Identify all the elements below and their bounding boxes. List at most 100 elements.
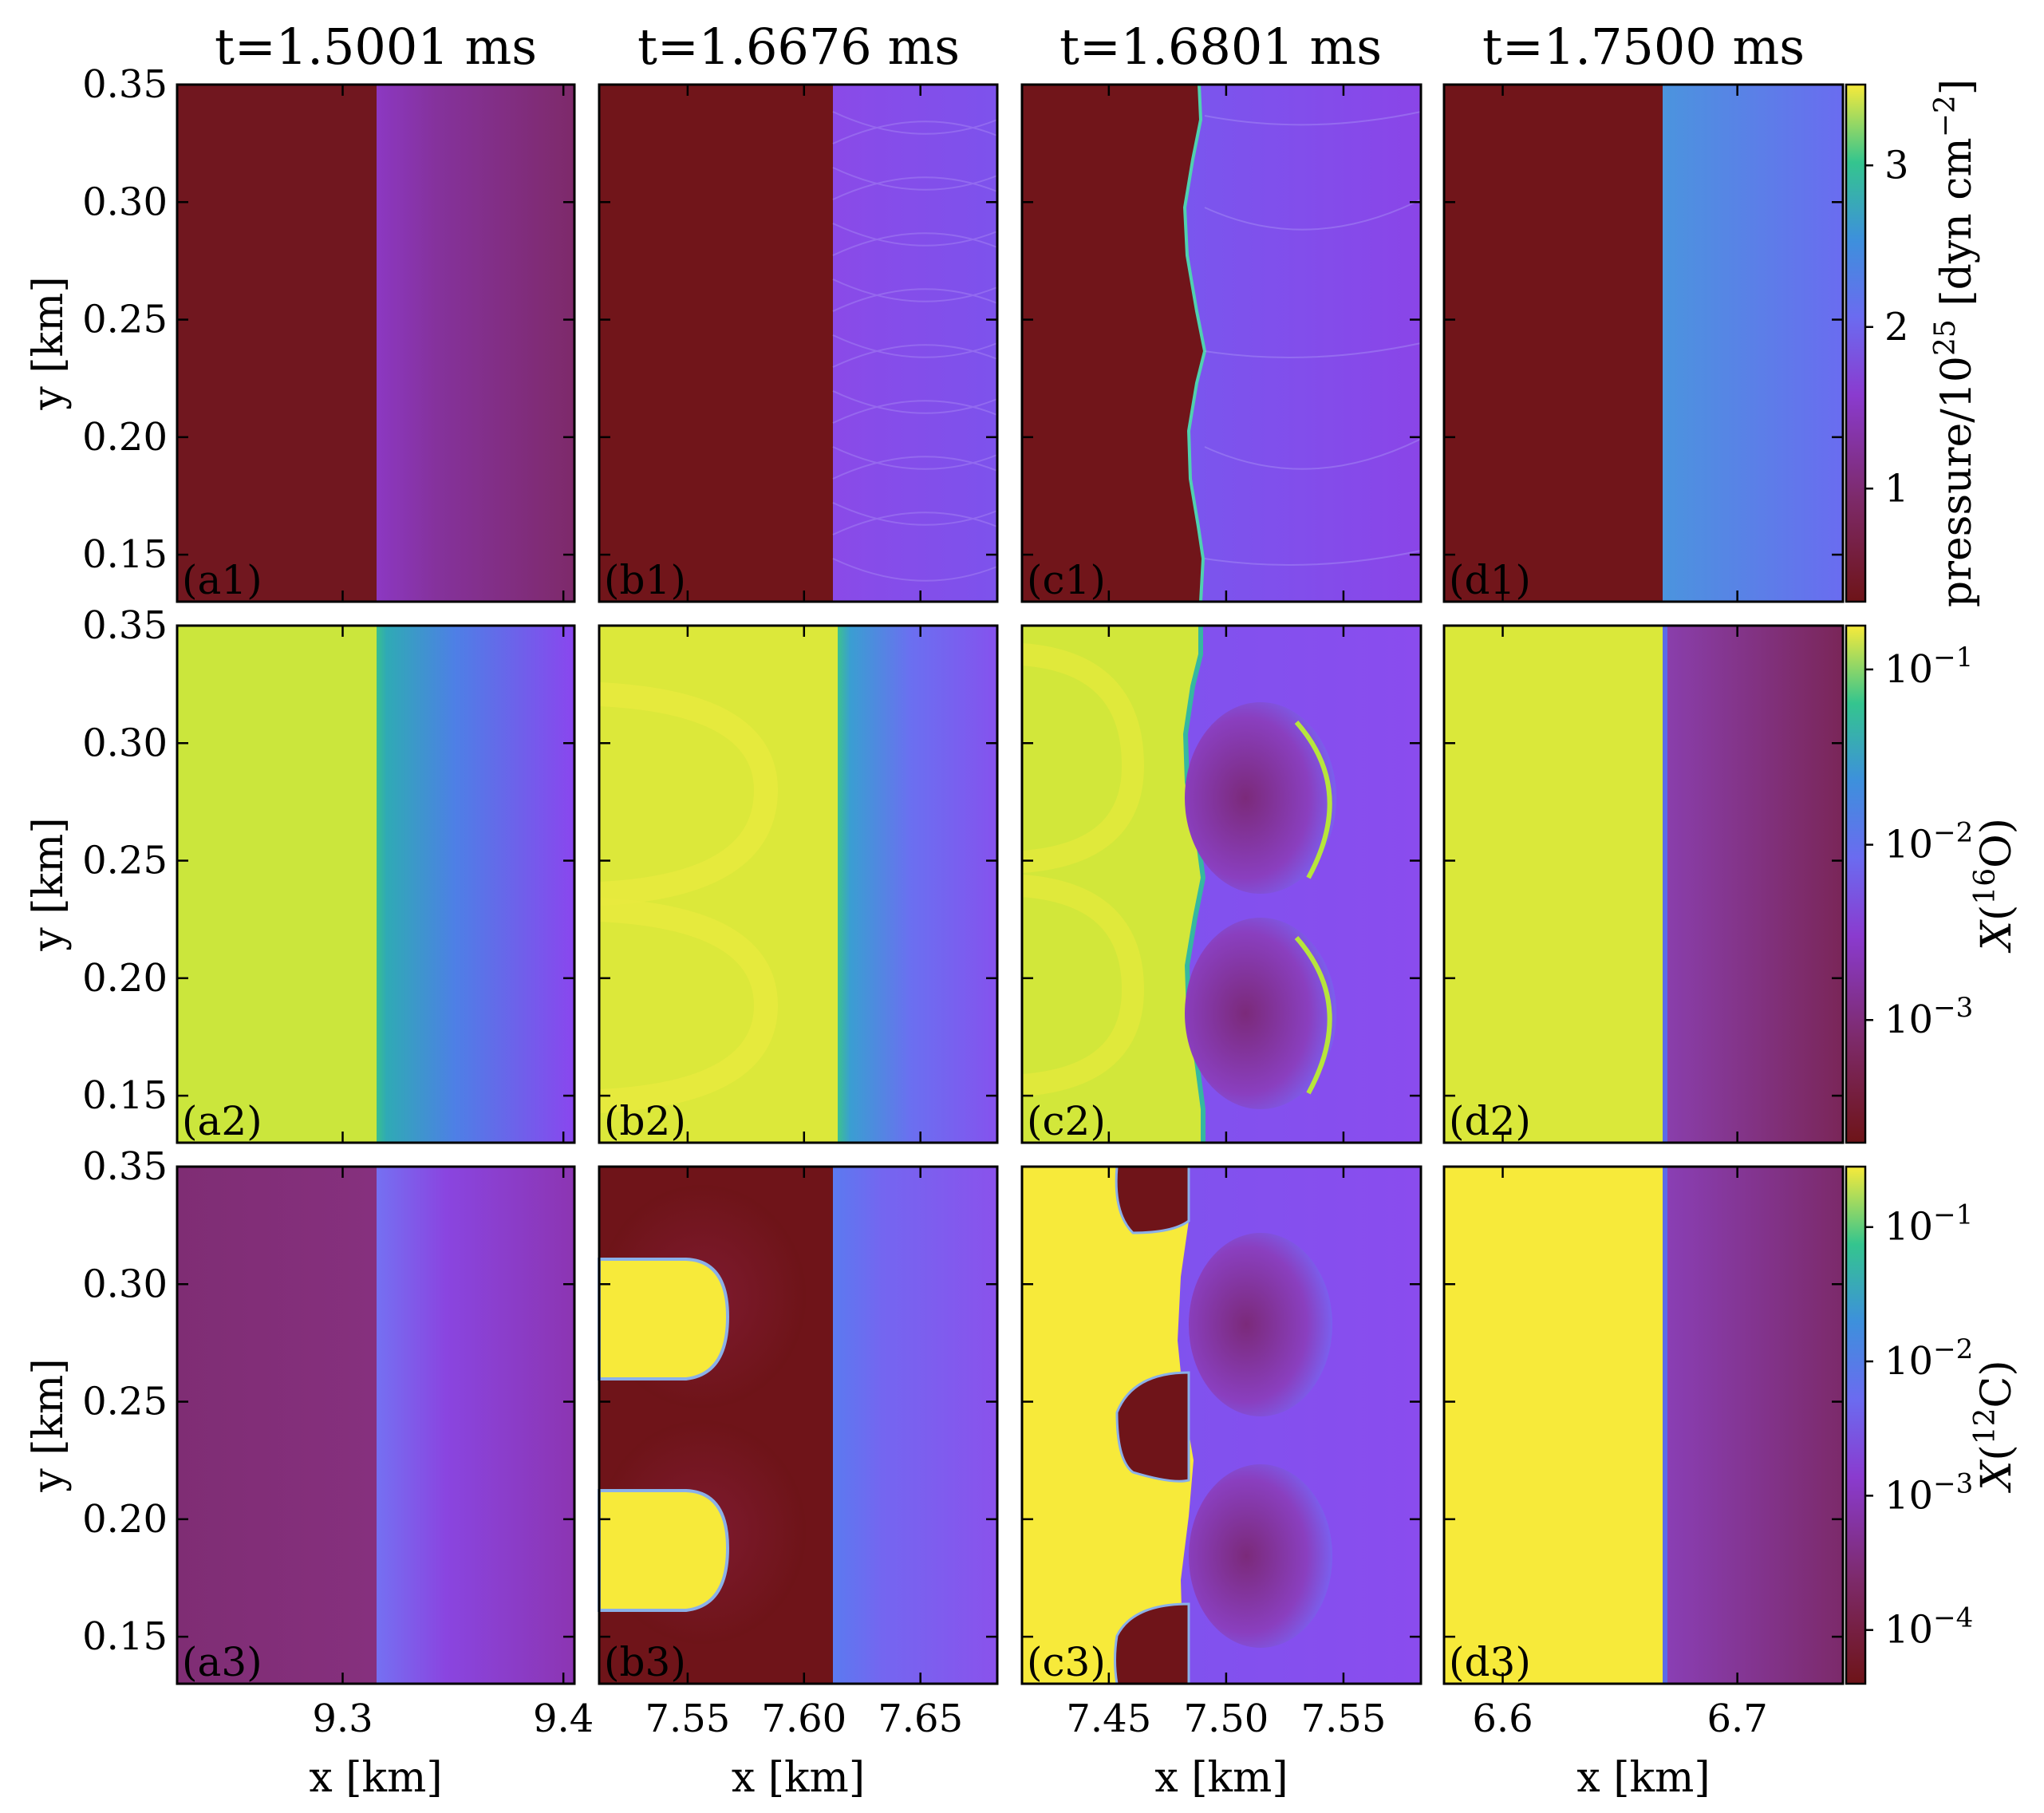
panel-label: (c3) bbox=[1027, 1639, 1106, 1685]
x-axis-label: x [km] bbox=[1154, 1754, 1288, 1802]
panel-frame bbox=[1020, 624, 1423, 1144]
x-axis-label: x [km] bbox=[1576, 1754, 1710, 1802]
b3-finger-bottom bbox=[598, 1489, 730, 1612]
colorbar-label-x12c: X(12C) bbox=[1969, 1360, 2022, 1493]
colorbar-tick-label: 10−3 bbox=[1884, 992, 1973, 1042]
column-title-4: t=1.7500 ms bbox=[1482, 18, 1805, 76]
c3-pocket-top bbox=[1115, 1165, 1190, 1234]
panel-c1 bbox=[1022, 84, 1422, 602]
b1-shock-pattern bbox=[832, 111, 998, 582]
y-tick-label: 0.20 bbox=[82, 956, 168, 1001]
x-tick-label: 7.45 bbox=[1066, 1696, 1151, 1741]
y-tick-label: 0.15 bbox=[82, 1073, 168, 1118]
panel-frame bbox=[598, 624, 999, 1144]
c3-pocket-bottom bbox=[1114, 1602, 1190, 1685]
y-tick-label: 0.35 bbox=[82, 1144, 168, 1189]
y-axis-label: y [km] bbox=[25, 1358, 73, 1492]
colorbar-tick-label: 10−2 bbox=[1884, 1333, 1973, 1384]
panel-frame bbox=[1020, 1165, 1423, 1685]
y-tick-label: 0.35 bbox=[82, 62, 168, 107]
panel-label: (c1) bbox=[1027, 557, 1106, 603]
axis-labels: (a1) 0.15 0.20 0.25 0.30 0.35 (b1) (c1) (d1) y [k… bbox=[25, 62, 1973, 1802]
y-axis-label: y [km] bbox=[25, 817, 73, 951]
colorbar-tick-label: 10−1 bbox=[1884, 642, 1973, 692]
column-title-3: t=1.6801 ms bbox=[1059, 18, 1382, 76]
y-tick-label: 0.35 bbox=[82, 603, 168, 648]
panel-d1 bbox=[1444, 85, 1843, 602]
panel-frame bbox=[176, 83, 576, 603]
panel-a3 bbox=[177, 1167, 574, 1684]
x-tick-label: 7.55 bbox=[645, 1696, 730, 1741]
x-tick-label: 7.50 bbox=[1183, 1696, 1269, 1741]
x-tick-label: 9.4 bbox=[533, 1696, 594, 1741]
panel-frame bbox=[598, 1165, 999, 1685]
panel-frames bbox=[176, 83, 1845, 1685]
y-tick-label: 0.15 bbox=[82, 532, 168, 577]
c2-bubble-bottom bbox=[1185, 918, 1336, 1109]
panel-label: (b3) bbox=[604, 1639, 686, 1685]
x-tick-label: 9.3 bbox=[312, 1696, 373, 1741]
panel-frame bbox=[1442, 83, 1845, 603]
panel-frame bbox=[1020, 83, 1423, 603]
x-tick-label: 6.6 bbox=[1472, 1696, 1533, 1741]
y-tick-label: 0.30 bbox=[82, 180, 168, 224]
colorbar-label-pressure: pressure/1025 [dyn cm−2] bbox=[1929, 79, 1982, 607]
colorbar-tick-label: 10−3 bbox=[1884, 1467, 1973, 1518]
y-tick-label: 0.25 bbox=[82, 298, 168, 342]
panel-frame bbox=[1442, 1165, 1845, 1685]
panel-b1 bbox=[599, 85, 998, 602]
x-axis-label: x [km] bbox=[309, 1754, 442, 1802]
x-tick-label: 7.55 bbox=[1301, 1696, 1387, 1741]
panel-a2 bbox=[177, 626, 574, 1143]
b3-finger-top bbox=[598, 1258, 730, 1380]
x-axis-label: x [km] bbox=[732, 1754, 865, 1802]
panel-c2 bbox=[1020, 626, 1421, 1143]
panel-label: (a2) bbox=[182, 1098, 262, 1144]
y-tick-label: 0.30 bbox=[82, 1262, 168, 1306]
panel-b3 bbox=[598, 1167, 997, 1684]
column-title-1: t=1.5001 ms bbox=[215, 18, 537, 76]
panel-b2 bbox=[598, 626, 997, 1143]
x-tick-label: 7.65 bbox=[878, 1696, 963, 1741]
panel-a1 bbox=[177, 85, 574, 602]
colorbar-x12c bbox=[1845, 1165, 1867, 1685]
panel-c3 bbox=[1022, 1165, 1421, 1685]
panel-label: (d2) bbox=[1449, 1098, 1531, 1144]
c3-pocket-middle bbox=[1115, 1371, 1190, 1483]
y-tick-label: 0.25 bbox=[82, 839, 168, 883]
colorbar-tick-label: 10−4 bbox=[1884, 1602, 1973, 1653]
colorbar-x16o bbox=[1845, 624, 1867, 1144]
x-tick-label: 6.7 bbox=[1707, 1696, 1767, 1741]
c2-bubble-top bbox=[1185, 702, 1336, 894]
panel-frame bbox=[176, 624, 576, 1144]
b2-fuel-arc-bottom bbox=[598, 898, 779, 1113]
b2-fuel-arc-top bbox=[598, 682, 779, 906]
panel-d3 bbox=[1444, 1167, 1843, 1684]
y-axis-label: y [km] bbox=[25, 276, 73, 410]
y-tick-label: 0.30 bbox=[82, 721, 168, 765]
colorbar-tick-label: 2 bbox=[1884, 305, 1909, 350]
panel-frame bbox=[1442, 624, 1845, 1144]
x-tick-label: 7.60 bbox=[761, 1696, 846, 1741]
y-tick-label: 0.20 bbox=[82, 415, 168, 460]
panel-frame bbox=[176, 1165, 576, 1685]
colorbar-pressure bbox=[1845, 83, 1867, 603]
panel-label: (b2) bbox=[604, 1098, 686, 1144]
panel-label: (b1) bbox=[604, 557, 686, 603]
colorbar-tick-label: 1 bbox=[1884, 466, 1909, 511]
panel-label: (d1) bbox=[1449, 557, 1531, 603]
colorbar-tick-label: 10−2 bbox=[1884, 817, 1973, 867]
panel-label: (a3) bbox=[182, 1639, 262, 1685]
colorbar-tick-label: 3 bbox=[1884, 143, 1909, 188]
panel-label: (d3) bbox=[1449, 1639, 1531, 1685]
y-tick-label: 0.15 bbox=[82, 1614, 168, 1659]
y-tick-label: 0.25 bbox=[82, 1380, 168, 1424]
panel-d2 bbox=[1444, 626, 1843, 1143]
panel-frame bbox=[598, 83, 999, 603]
colorbar-tick-label: 10−1 bbox=[1884, 1199, 1973, 1250]
column-title-2: t=1.6676 ms bbox=[637, 18, 960, 76]
axis-ticks bbox=[177, 83, 1873, 1684]
colorbar-label-x16o: X(16O) bbox=[1969, 818, 2022, 954]
panel-label: (c2) bbox=[1027, 1098, 1106, 1144]
